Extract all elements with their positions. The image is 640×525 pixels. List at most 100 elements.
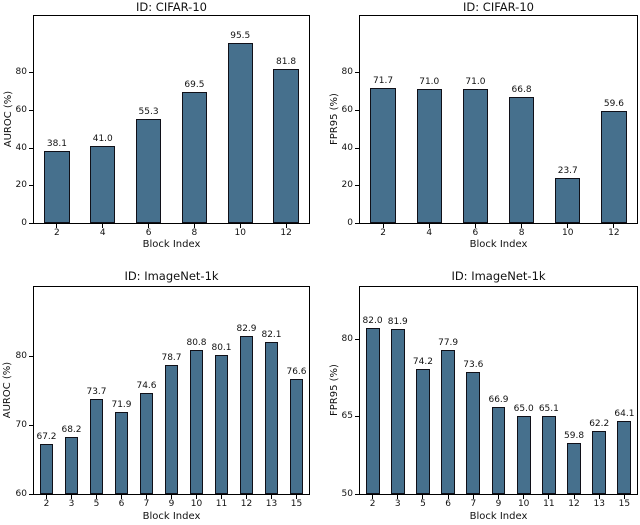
x-tick-label: 4 [99,228,106,238]
y-tick-label: 60 [341,105,353,116]
chart-title: ID: ImageNet-1k [124,269,219,283]
y-tick-mark [355,185,359,187]
y-tick-label: 20 [341,180,353,191]
x-tick-mark [447,495,449,499]
x-tick-mark [221,495,222,499]
x-tick-mark [96,495,97,499]
bar [592,430,607,494]
x-tick-label: 12 [240,499,253,509]
bar [555,178,581,223]
x-tick-mark [71,495,72,499]
bar-value-label: 41.0 [92,133,113,144]
y-axis-label: AUROC (%) [3,90,14,148]
bar [491,406,506,494]
x-tick-label: 15 [290,499,303,509]
x-tick-mark [428,224,430,228]
bar [516,416,531,494]
bar-value-label: 23.7 [557,166,578,177]
y-tick-label: 40 [341,142,353,153]
x-tick-label: 5 [93,499,100,509]
bar [273,69,299,223]
x-tick-label: 6 [472,228,479,238]
x-tick-mark [56,224,58,228]
y-tick-label: 0 [21,218,27,228]
x-tick-label: 3 [68,499,75,509]
bar-value-label: 77.9 [438,337,459,348]
bar-value-label: 65.1 [538,403,559,414]
bar [227,43,253,223]
y-axis-label: FPR95 (%) [329,93,340,145]
y-tick-label: 50 [341,489,353,499]
x-tick-mark [598,495,600,499]
bar [416,89,442,223]
x-tick-mark [422,495,424,499]
y-tick-label: 80 [341,333,353,344]
x-tick-label: 2 [369,499,376,509]
x-axis-label: Block Index [469,239,528,250]
x-tick-mark [623,495,625,499]
y-tick-label: 20 [15,180,27,191]
x-tick-mark [296,495,297,499]
x-tick-mark [46,495,47,499]
bar-value-label: 67.2 [36,432,57,443]
chart-imagenet1k-auroc: ID: ImageNet-1k AUROC (%) 60 70 80 2 67.2 3 68… [0,262,320,525]
bar-value-label: 38.1 [46,139,67,150]
x-tick-mark [472,495,474,499]
x-tick-label: 9 [168,499,175,509]
x-tick-mark [613,224,615,228]
x-tick-label: 2 [54,228,60,238]
x-tick-mark [146,495,147,499]
x-tick-mark [523,495,525,499]
x-tick-label: 2 [43,499,50,509]
bar-value-label: 71.0 [465,77,486,88]
bar-value-label: 64.1 [614,409,635,420]
x-tick-label: 4 [426,228,433,238]
x-tick-label: 12 [608,228,620,238]
bar [44,151,70,223]
x-axis-label: Block Index [142,239,201,250]
bar-value-label: 69.5 [184,80,205,91]
bar-value-label: 65.0 [513,404,534,415]
x-tick-label: 8 [191,228,198,238]
bar-value-label: 71.7 [373,76,394,87]
bar-value-label: 74.2 [412,356,433,367]
bar [135,118,162,223]
bar-value-label: 95.5 [230,31,251,42]
y-tick-mark [29,110,33,112]
bar [181,92,208,223]
x-tick-label: 2 [380,228,386,238]
x-tick-label: 11 [543,499,555,509]
bar [164,364,179,494]
bar-value-label: 66.9 [488,394,509,405]
x-tick-mark [372,495,374,499]
y-tick-label: 70 [15,420,27,430]
x-tick-label: 11 [215,499,228,509]
x-tick-mark [573,495,575,499]
bar [508,97,535,223]
x-tick-label: 6 [445,499,451,509]
chart-title: ID: ImageNet-1k [451,269,546,283]
y-tick-mark [355,110,359,112]
bar-value-label: 82.9 [236,323,257,334]
y-tick-mark [29,425,33,426]
bar [541,415,556,494]
bar-value-label: 73.6 [463,359,484,370]
x-tick-label: 3 [394,499,401,509]
x-tick-mark [548,495,550,499]
x-tick-mark [521,224,523,228]
y-tick-mark [29,185,33,187]
x-tick-mark [474,224,476,228]
bar [64,437,79,494]
bar-value-label: 59.6 [603,98,624,109]
bar-value-label: 73.7 [86,387,107,398]
x-axis-label: Block Index [469,511,528,522]
x-tick-label: 12 [280,228,292,238]
bar-value-label: 78.7 [161,352,182,363]
x-tick-label: 8 [518,228,525,238]
x-tick-label: 12 [568,499,580,509]
bar [370,88,396,223]
x-axis-label: Block Index [142,511,201,522]
y-tick-mark [29,223,33,224]
bar [567,443,581,494]
bar [289,379,304,494]
